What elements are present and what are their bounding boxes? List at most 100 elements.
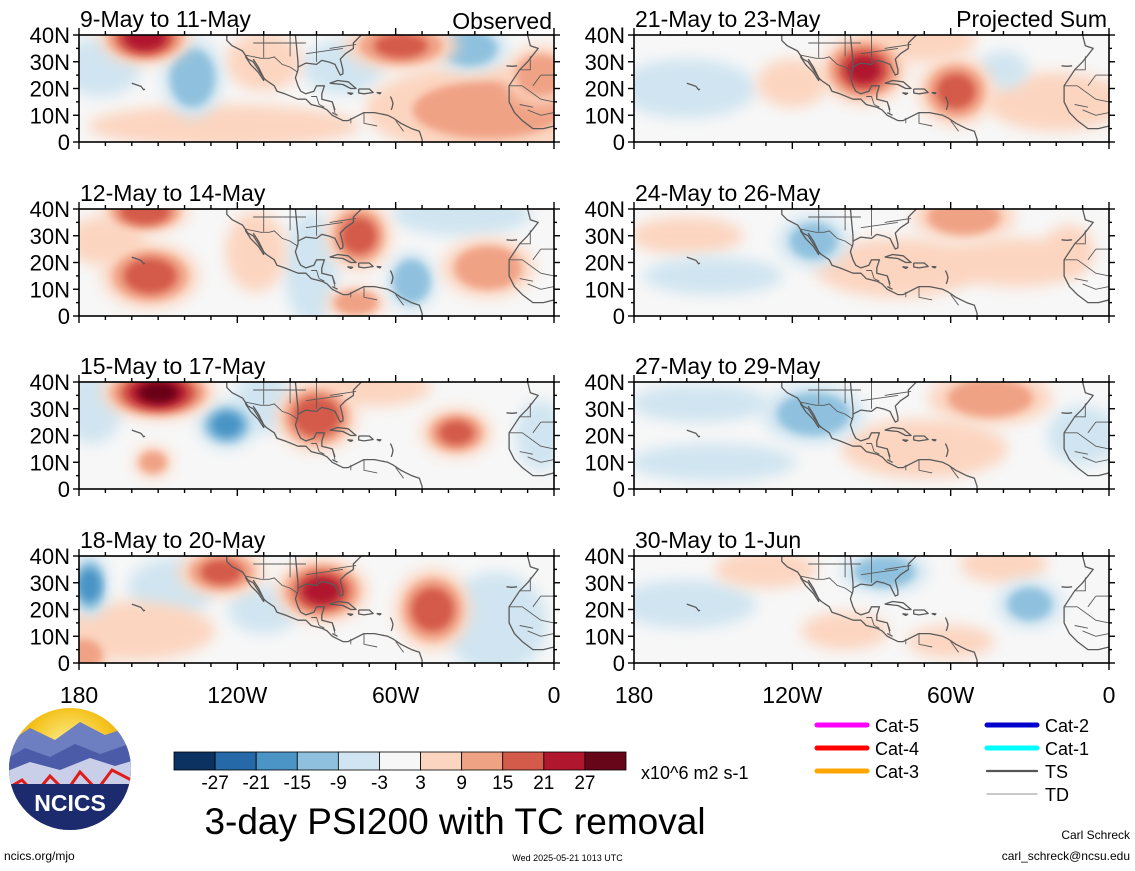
lon-tick-label: 180 xyxy=(60,682,98,708)
anomaly-field xyxy=(634,209,1109,316)
anomaly-contour xyxy=(340,217,377,255)
anomaly-contour xyxy=(634,216,744,255)
panel-title: 12-May to 14-May xyxy=(80,180,266,206)
colorbar: -27 -21 -15 -9 -3 3 9 15 21 27 xyxy=(173,751,627,794)
lat-tick-label: 0 xyxy=(58,304,70,329)
lat-tick-label: 0 xyxy=(58,130,70,155)
lat-tick-label: 20N xyxy=(30,598,70,623)
anomaly-contour xyxy=(79,601,215,661)
map-panel: 21-May to 23-May Projected Sum40N30N20N10… xyxy=(585,6,1115,155)
lon-tick-label: 0 xyxy=(548,682,561,708)
lon-tick-label: 0 xyxy=(1103,682,1116,708)
colorbar-swatch xyxy=(379,751,421,771)
colorbar-label: -3 xyxy=(371,773,388,794)
anomaly-field xyxy=(79,556,554,663)
lon-tick-label: 180 xyxy=(615,682,653,708)
colorbar-label: -15 xyxy=(284,773,311,794)
lat-tick-label: 10N xyxy=(585,624,625,649)
lat-tick-label: 30N xyxy=(585,397,625,422)
lat-tick-label: 0 xyxy=(613,130,625,155)
lon-tick-label: 120W xyxy=(762,682,822,708)
anomaly-field xyxy=(79,209,554,316)
lat-tick-label: 30N xyxy=(30,397,70,422)
lat-tick-label: 40N xyxy=(30,23,70,48)
colorbar-swatch xyxy=(173,751,216,771)
anomaly-contour xyxy=(756,58,828,108)
anomaly-field xyxy=(79,35,554,142)
anomaly-contour xyxy=(1007,587,1052,621)
anomaly-contour xyxy=(88,104,361,142)
anomaly-contour xyxy=(1046,405,1109,466)
panel-title: 18-May to 20-May xyxy=(80,527,266,553)
lat-tick-label: 30N xyxy=(585,571,625,596)
anomaly-contour xyxy=(139,451,167,474)
lat-tick-label: 30N xyxy=(585,50,625,75)
panel-title: 15-May to 17-May xyxy=(80,353,266,379)
anomaly-contour xyxy=(391,209,532,237)
lat-tick-label: 40N xyxy=(585,197,625,222)
lat-tick-label: 40N xyxy=(585,544,625,569)
anomaly-contour xyxy=(634,443,797,482)
coastline xyxy=(665,209,1109,316)
lon-tick-label: 60W xyxy=(927,682,975,708)
colorbar-label: -9 xyxy=(330,773,347,794)
anomaly-contour xyxy=(138,382,178,403)
anomaly-contour xyxy=(411,587,454,632)
panel-title: 27-May to 29-May xyxy=(635,353,821,379)
lat-tick-label: 20N xyxy=(585,424,625,449)
anomaly-contour xyxy=(79,639,103,663)
legend-label: Cat-1 xyxy=(1045,739,1089,759)
projected-header: Projected Sum xyxy=(956,6,1107,32)
anomaly-contour xyxy=(643,256,784,295)
colorbar-label: 9 xyxy=(456,773,467,794)
panel-title: 9-May to 11-May xyxy=(80,6,251,32)
anomaly-contour xyxy=(438,420,474,445)
anomaly-contour xyxy=(170,48,215,108)
lat-tick-label: 20N xyxy=(30,77,70,102)
anomaly-contour xyxy=(119,209,171,225)
panel-title: 21-May to 23-May xyxy=(635,6,821,32)
colorbar-swatch xyxy=(502,751,545,771)
anomaly-contour xyxy=(225,35,303,92)
lat-tick-label: 10N xyxy=(30,450,70,475)
anomaly-contour xyxy=(334,290,379,315)
colorbar-swatch xyxy=(420,751,463,771)
coastline xyxy=(110,382,554,489)
observed-header: Observed xyxy=(452,8,552,34)
lat-tick-label: 0 xyxy=(58,477,70,502)
colorbar-swatch xyxy=(543,751,586,771)
anomaly-contour xyxy=(1044,224,1095,274)
lat-tick-label: 30N xyxy=(585,224,625,249)
site-url: ncics.org/mjo xyxy=(4,849,75,863)
anomaly-contour xyxy=(854,556,916,588)
anomaly-contour xyxy=(79,569,101,602)
figure-title: 3-day PSI200 with TC removal xyxy=(204,801,705,842)
author-name: Carl Schreck xyxy=(1061,828,1130,842)
anomaly-contour xyxy=(200,559,243,585)
anomaly-field xyxy=(634,35,1109,142)
colorbar-swatch xyxy=(255,751,298,771)
colorbar-label: -27 xyxy=(201,773,228,794)
colorbar-label: 21 xyxy=(533,773,554,794)
colorbar-swatch xyxy=(337,751,380,771)
coastline xyxy=(110,556,554,663)
lon-tick-label: 120W xyxy=(207,682,267,708)
anomaly-contour xyxy=(374,35,428,58)
anomaly-contour xyxy=(634,58,757,119)
anomaly-contour xyxy=(959,556,1048,584)
anomaly-contour xyxy=(292,396,341,438)
lat-tick-label: 30N xyxy=(30,50,70,75)
anomaly-contour xyxy=(907,625,995,658)
colorbar-swatch xyxy=(296,751,339,771)
coastline xyxy=(665,556,1109,663)
